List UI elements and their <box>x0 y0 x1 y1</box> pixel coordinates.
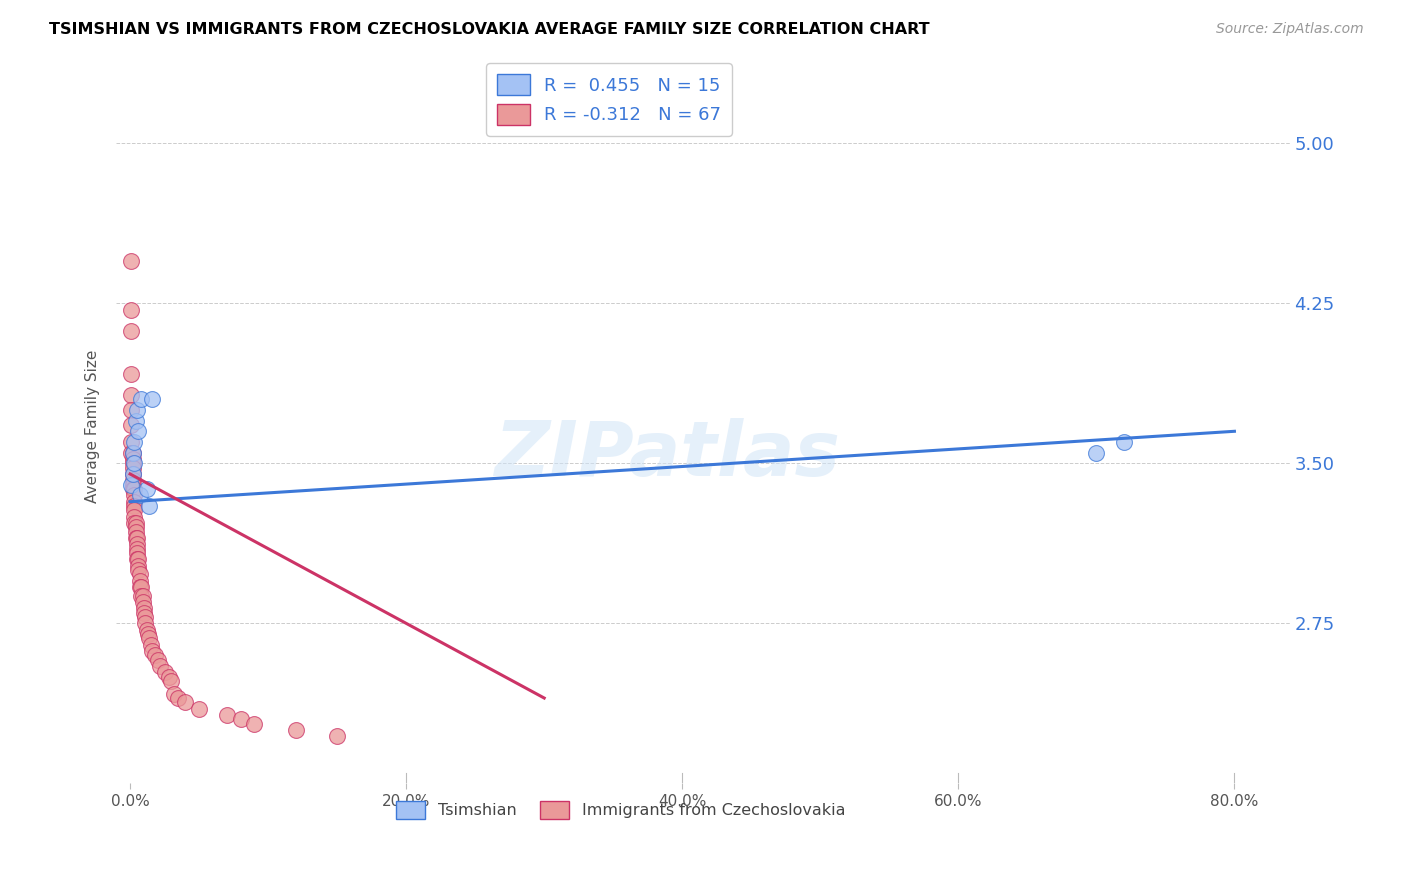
Point <box>167 691 190 706</box>
Point <box>157 670 180 684</box>
Point <box>1085 445 1108 459</box>
Point <box>134 610 156 624</box>
Point <box>122 509 145 524</box>
Point <box>127 552 149 566</box>
Point <box>120 302 142 317</box>
Text: TSIMSHIAN VS IMMIGRANTS FROM CZECHOSLOVAKIA AVERAGE FAMILY SIZE CORRELATION CHAR: TSIMSHIAN VS IMMIGRANTS FROM CZECHOSLOVA… <box>49 22 929 37</box>
Y-axis label: Average Family Size: Average Family Size <box>86 350 100 502</box>
Point <box>121 460 143 475</box>
Point <box>125 552 148 566</box>
Point <box>135 482 157 496</box>
Point <box>134 616 156 631</box>
Point <box>188 702 211 716</box>
Point <box>120 388 142 402</box>
Point <box>128 488 150 502</box>
Point <box>120 324 142 338</box>
Point <box>120 403 142 417</box>
Point <box>138 499 160 513</box>
Point <box>138 632 160 646</box>
Point <box>136 627 159 641</box>
Point <box>121 456 143 470</box>
Point <box>125 403 148 417</box>
Point <box>121 474 143 488</box>
Point <box>163 687 186 701</box>
Point <box>124 524 146 539</box>
Point <box>120 445 142 459</box>
Point <box>125 546 148 560</box>
Point <box>153 665 176 680</box>
Point <box>120 253 142 268</box>
Point <box>139 638 162 652</box>
Point <box>122 456 145 470</box>
Point <box>160 673 183 688</box>
Point <box>125 531 148 545</box>
Point <box>132 601 155 615</box>
Point <box>146 652 169 666</box>
Point <box>121 445 143 459</box>
Point <box>121 482 143 496</box>
Point <box>121 467 143 481</box>
Point <box>131 595 153 609</box>
Point <box>174 695 197 709</box>
Text: Source: ZipAtlas.com: Source: ZipAtlas.com <box>1216 22 1364 37</box>
Point <box>121 452 143 467</box>
Point <box>141 392 163 407</box>
Point <box>243 716 266 731</box>
Legend: Tsimshian, Immigrants from Czechoslovakia: Tsimshian, Immigrants from Czechoslovaki… <box>389 794 852 825</box>
Point <box>129 580 152 594</box>
Point <box>132 606 155 620</box>
Point <box>124 414 146 428</box>
Text: ZIPatlas: ZIPatlas <box>495 417 841 491</box>
Point <box>284 723 307 737</box>
Point <box>122 488 145 502</box>
Point <box>120 367 142 381</box>
Point <box>127 425 149 439</box>
Point <box>141 644 163 658</box>
Point <box>143 648 166 663</box>
Point <box>215 708 238 723</box>
Point <box>129 589 152 603</box>
Point <box>125 537 148 551</box>
Point <box>120 434 142 449</box>
Point <box>326 730 349 744</box>
Point <box>129 392 152 407</box>
Point <box>127 563 149 577</box>
Point <box>229 712 252 726</box>
Point <box>124 520 146 534</box>
Point <box>127 558 149 573</box>
Point <box>124 531 146 545</box>
Point <box>121 445 143 459</box>
Point <box>121 477 143 491</box>
Point <box>121 467 143 481</box>
Point <box>128 567 150 582</box>
Point <box>122 494 145 508</box>
Point <box>122 503 145 517</box>
Point <box>1112 434 1135 449</box>
Point <box>122 434 145 449</box>
Point <box>120 417 142 432</box>
Point <box>124 516 146 530</box>
Point <box>120 477 142 491</box>
Point <box>131 589 153 603</box>
Point <box>128 580 150 594</box>
Point <box>149 659 172 673</box>
Point <box>122 499 145 513</box>
Point <box>122 482 145 496</box>
Point <box>122 516 145 530</box>
Point <box>135 623 157 637</box>
Point <box>125 541 148 556</box>
Point <box>128 574 150 588</box>
